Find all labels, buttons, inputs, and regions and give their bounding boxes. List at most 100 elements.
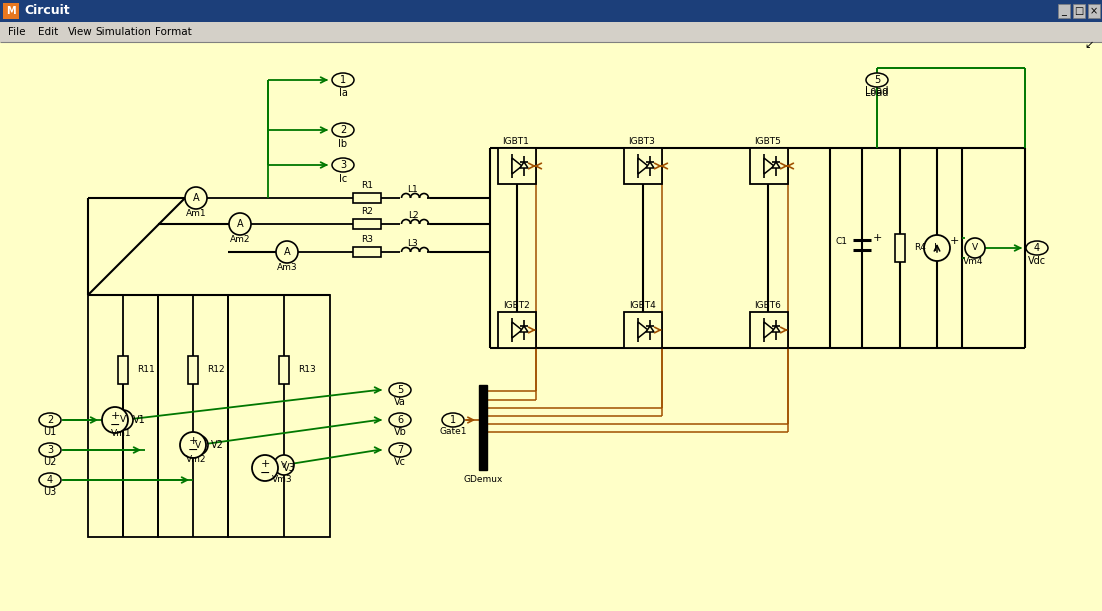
Text: L3: L3 [408,238,419,247]
Ellipse shape [39,443,61,457]
Text: Am3: Am3 [277,263,298,273]
Polygon shape [646,326,653,332]
Ellipse shape [39,473,61,487]
Text: 4: 4 [47,475,53,485]
Text: IGBT5: IGBT5 [755,136,781,145]
Text: V: V [972,244,979,252]
Text: Vm2: Vm2 [186,455,206,464]
Bar [279,356,289,384]
Text: V: V [281,461,287,469]
Text: Va: Va [395,397,406,407]
Ellipse shape [442,413,464,427]
Text: IGBT6: IGBT6 [755,301,781,310]
Bar [188,356,198,384]
Circle shape [965,238,985,258]
Bar [1058,4,1070,18]
Text: Vm1: Vm1 [110,430,131,439]
Polygon shape [764,158,774,174]
Text: Ib: Ib [338,139,347,149]
Text: A: A [237,219,244,229]
Text: R12: R12 [207,365,225,375]
Text: Simulation: Simulation [95,27,151,37]
Text: 5: 5 [397,385,403,395]
Text: ×: × [1090,6,1098,16]
Text: Vb: Vb [393,427,407,437]
Bar [624,148,662,184]
Ellipse shape [332,158,354,172]
Text: 2: 2 [339,125,346,135]
Text: R13: R13 [298,365,316,375]
Text: □: □ [1074,6,1083,16]
Text: ↙: ↙ [1084,40,1094,50]
Text: R1: R1 [361,181,372,191]
Text: 3: 3 [339,160,346,170]
Circle shape [274,455,294,475]
Ellipse shape [39,413,61,427]
Text: Vm4: Vm4 [963,257,983,266]
Polygon shape [773,326,780,332]
Text: R11: R11 [137,365,154,375]
Text: GDemux: GDemux [463,475,503,485]
Text: Gate1: Gate1 [440,428,467,436]
Text: _: _ [1061,6,1067,16]
Text: View: View [68,27,93,37]
Bar [3,3,19,19]
Text: IGBT1: IGBT1 [503,136,529,145]
Text: Vdc: Vdc [1028,256,1046,266]
Text: IGBT4: IGBT4 [628,301,656,310]
Bar [353,247,381,257]
Polygon shape [520,162,528,168]
Text: IGBT2: IGBT2 [503,301,529,310]
Text: −: − [110,419,120,431]
Polygon shape [512,322,522,338]
Bar [750,148,788,184]
Polygon shape [638,322,648,338]
Bar [158,295,228,537]
Circle shape [229,213,251,235]
Bar [228,295,329,537]
Text: Circuit: Circuit [24,4,69,18]
Polygon shape [520,326,528,332]
Ellipse shape [389,443,411,457]
Text: 7: 7 [397,445,403,455]
Bar [353,193,381,203]
Circle shape [188,435,208,455]
Ellipse shape [332,123,354,137]
Text: U3: U3 [43,487,56,497]
Circle shape [923,235,950,261]
Text: 3: 3 [47,445,53,455]
Bar [750,312,788,348]
Text: File: File [8,27,25,37]
Circle shape [102,407,128,433]
Bar [0,22,1102,42]
Text: V3: V3 [283,463,295,473]
Text: Vm3: Vm3 [272,475,292,483]
Bar [498,148,536,184]
Circle shape [185,187,207,209]
Ellipse shape [1026,241,1048,255]
Text: −: − [187,444,198,456]
Bar [479,385,487,470]
Text: V: V [195,441,201,450]
Text: L1: L1 [408,185,419,194]
Polygon shape [638,158,648,174]
Text: A: A [193,193,199,203]
Text: V1: V1 [133,415,145,425]
Ellipse shape [332,73,354,87]
Text: C1: C1 [836,238,849,246]
Text: Am2: Am2 [229,235,250,244]
Text: +: + [260,459,270,469]
Text: +: + [950,236,959,246]
Text: Vc: Vc [395,457,406,467]
Text: Edit: Edit [37,27,58,37]
Text: +: + [110,411,120,421]
Text: Load: Load [865,86,888,96]
Text: L2: L2 [408,211,419,219]
Text: Ia: Ia [338,88,347,98]
Text: 6: 6 [397,415,403,425]
Bar [498,312,536,348]
Text: 1: 1 [450,415,456,425]
Text: M: M [7,6,15,16]
Text: 5: 5 [874,75,880,85]
Polygon shape [646,162,653,168]
